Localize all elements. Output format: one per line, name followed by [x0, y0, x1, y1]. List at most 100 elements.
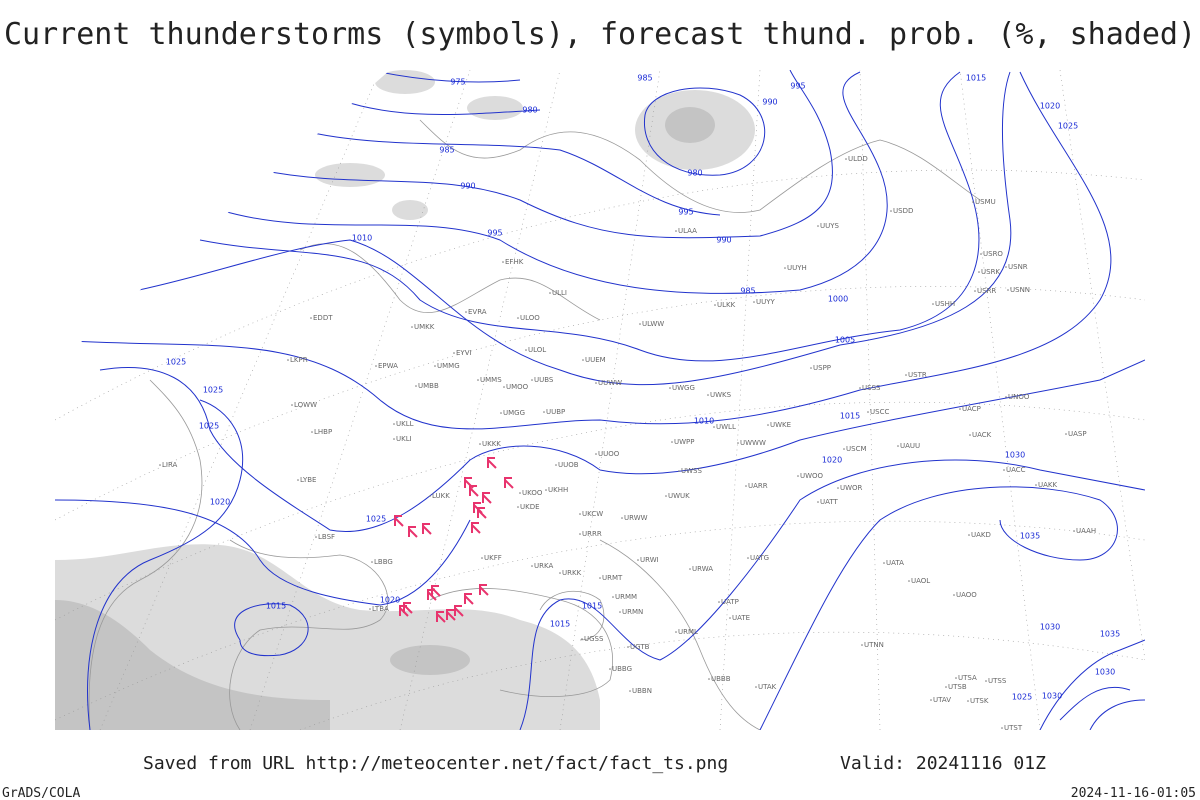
station-label: UAKK: [1038, 481, 1058, 489]
station-dot: [411, 326, 413, 328]
station-label: UTAV: [933, 696, 951, 704]
station-label: UBBB: [711, 675, 731, 683]
station-label: ULWW: [642, 320, 664, 328]
station-dot: [609, 668, 611, 670]
station-label: UUEM: [585, 356, 606, 364]
station-dot: [315, 536, 317, 538]
station-dot: [897, 445, 899, 447]
station-dot: [639, 323, 641, 325]
isobar-label: 1005: [835, 336, 855, 345]
station-dot: [375, 365, 377, 367]
station-dot: [595, 382, 597, 384]
station-label: UTSB: [948, 683, 967, 691]
station-label: EDDT: [313, 314, 333, 322]
station-label: UUBS: [534, 376, 554, 384]
station-dot: [737, 442, 739, 444]
station-dot: [612, 596, 614, 598]
station-label: ULDD: [848, 155, 868, 163]
valid-time: Valid: 20241116 01Z: [840, 753, 1046, 774]
station-dot: [393, 423, 395, 425]
station-dot: [867, 411, 869, 413]
station-dot: [890, 210, 892, 212]
station-dot: [745, 485, 747, 487]
station-label: UUWW: [598, 379, 622, 387]
isobar-label: 1030: [1095, 668, 1115, 677]
station-dot: [393, 438, 395, 440]
station-dot: [531, 379, 533, 381]
station-dot: [843, 448, 845, 450]
station-label: UTSK: [970, 697, 989, 705]
station-label: UMMS: [480, 376, 502, 384]
thunderstorm-symbol: [427, 589, 437, 601]
probability-shading: [55, 70, 755, 730]
station-label: UATA: [886, 559, 904, 567]
thunderstorm-symbol: [464, 593, 474, 605]
station-label: UACC: [1006, 466, 1026, 474]
thunderstorm-symbol: [408, 526, 418, 538]
station-dot: [1005, 266, 1007, 268]
thunderstorm-symbol: [454, 605, 464, 617]
station-label: UAKD: [971, 531, 991, 539]
thunderstorm-symbol: [422, 523, 432, 535]
isobar-label: 1020: [380, 596, 400, 605]
thunderstorm-symbol: [469, 485, 479, 497]
isobar-label: 985: [637, 74, 652, 83]
station-label: UKKK: [482, 440, 501, 448]
thunderstorm-symbol: [479, 584, 489, 596]
thunderstorm-symbol: [399, 605, 409, 617]
station-label: UKLL: [396, 420, 414, 428]
station-dot: [967, 700, 969, 702]
station-dot: [621, 517, 623, 519]
station-label: ULOO: [520, 314, 540, 322]
station-dot: [972, 201, 974, 203]
isobar-label: 1020: [210, 498, 230, 507]
map-title: Current thunderstorms (symbols), forecas…: [4, 17, 1196, 52]
station-label: URWW: [624, 514, 648, 522]
station-label: USCC: [870, 408, 889, 416]
station-dot: [845, 158, 847, 160]
station-label: UACP: [962, 405, 981, 413]
station-label: UTSS: [988, 677, 1007, 685]
station-dot: [945, 686, 947, 688]
map-area: 975 980 985 990 995 1015 1020 1025 985 980 990 995 9…: [55, 70, 1145, 732]
station-label: LIRA: [162, 461, 178, 469]
station-dot: [859, 387, 861, 389]
station-dot: [767, 424, 769, 426]
isobar-label: 1015: [966, 74, 986, 83]
station-dot: [837, 487, 839, 489]
station-dot: [545, 489, 547, 491]
station-label: UWGG: [672, 384, 695, 392]
station-label: USMU: [975, 198, 996, 206]
station-label: URMT: [602, 574, 623, 582]
station-label: UWUK: [668, 492, 690, 500]
station-dot: [453, 352, 455, 354]
station-label: UKOO: [522, 489, 543, 497]
station-label: URWI: [640, 556, 659, 564]
station-label: UTST: [1004, 724, 1023, 732]
station-dot: [675, 631, 677, 633]
station-label: USDD: [893, 207, 913, 215]
station-dot: [637, 559, 639, 561]
station-label: USTR: [908, 371, 927, 379]
station-label: UATE: [732, 614, 750, 622]
station-dot: [1003, 469, 1005, 471]
isobar-label: 1015: [582, 602, 602, 611]
station-dot: [671, 441, 673, 443]
station-dot: [503, 386, 505, 388]
source-url: Saved from URL http://meteocenter.net/fa…: [143, 753, 728, 774]
station-label: UWPP: [674, 438, 695, 446]
station-label: UKLI: [396, 435, 412, 443]
station-label: UKFF: [484, 554, 502, 562]
isobar-label: 1030: [1005, 451, 1025, 460]
isobar-label: 995: [790, 82, 805, 91]
station-label: UUOB: [558, 461, 579, 469]
isobar-label: 1015: [550, 620, 570, 629]
station-dot: [969, 434, 971, 436]
station-dot: [980, 253, 982, 255]
station-label: UMOO: [506, 383, 529, 391]
station-label: UWOO: [800, 472, 824, 480]
station-label: URRR: [582, 530, 602, 538]
station-label: UATT: [820, 498, 839, 506]
station-dot: [517, 506, 519, 508]
station-label: URWA: [692, 565, 713, 573]
